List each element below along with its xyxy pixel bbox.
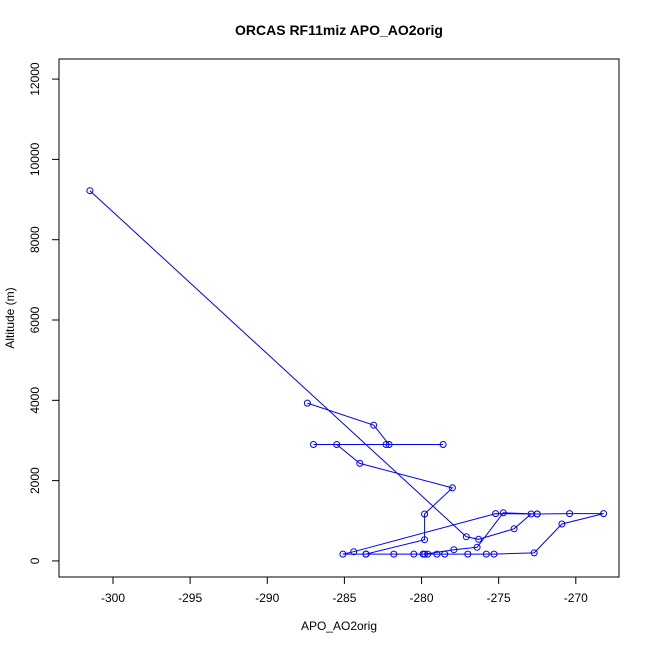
y-axis-title: Altitude (m) (3, 287, 17, 348)
y-axis: 0 2000 4000 6000 8000 10000 12000 (28, 62, 60, 564)
data-point (339, 550, 347, 558)
x-axis: -300 -295 -290 -285 -280 -275 -270 (101, 576, 588, 605)
x-tick-label: -275 (487, 591, 511, 605)
data-point (450, 546, 458, 554)
x-tick-label: -270 (564, 591, 588, 605)
y-tick-label: 12000 (28, 62, 42, 96)
data-point (475, 535, 483, 543)
x-tick-label: -300 (101, 591, 125, 605)
data-point (433, 550, 441, 558)
data-point (482, 550, 490, 558)
data-point (390, 550, 398, 558)
data-point (439, 441, 447, 448)
data-point (410, 550, 418, 558)
y-tick-label: 10000 (28, 142, 42, 176)
data-point (566, 510, 574, 518)
x-tick-label: -295 (178, 591, 202, 605)
y-tick-label: 2000 (28, 467, 42, 494)
data-point (421, 510, 429, 518)
data-point (421, 536, 429, 544)
data-point (530, 549, 538, 557)
data-point (473, 543, 481, 551)
data-point (558, 520, 566, 528)
data-point (385, 441, 393, 448)
y-tick-label: 6000 (28, 306, 42, 333)
data-point (333, 441, 341, 448)
data-point (303, 399, 311, 407)
data-point (362, 550, 370, 558)
chart-title: ORCAS RF11miz APO_AO2orig (235, 22, 443, 38)
series-layer (86, 187, 608, 558)
series-line (89, 190, 604, 555)
x-tick-label: -285 (332, 591, 356, 605)
data-point (600, 510, 608, 518)
data-point (424, 550, 432, 558)
data-point (86, 187, 94, 195)
data-point (310, 441, 317, 448)
data-point (533, 510, 541, 518)
x-axis-title: APO_AO2orig (301, 619, 377, 633)
y-tick-label: 8000 (28, 226, 42, 253)
data-point (356, 459, 364, 467)
x-tick-label: -290 (255, 591, 279, 605)
data-point (510, 525, 518, 533)
data-point (462, 533, 470, 541)
x-tick-label: -280 (410, 591, 434, 605)
data-point (448, 484, 456, 492)
data-point (419, 550, 427, 558)
data-point (492, 510, 500, 518)
y-tick-label: 4000 (28, 387, 42, 414)
data-point (370, 421, 378, 429)
data-point (441, 550, 449, 558)
data-point (464, 550, 472, 558)
data-point (350, 548, 358, 556)
data-point (499, 509, 507, 517)
y-tick-label: 0 (28, 557, 42, 564)
data-point (382, 441, 390, 448)
data-point (490, 550, 498, 558)
